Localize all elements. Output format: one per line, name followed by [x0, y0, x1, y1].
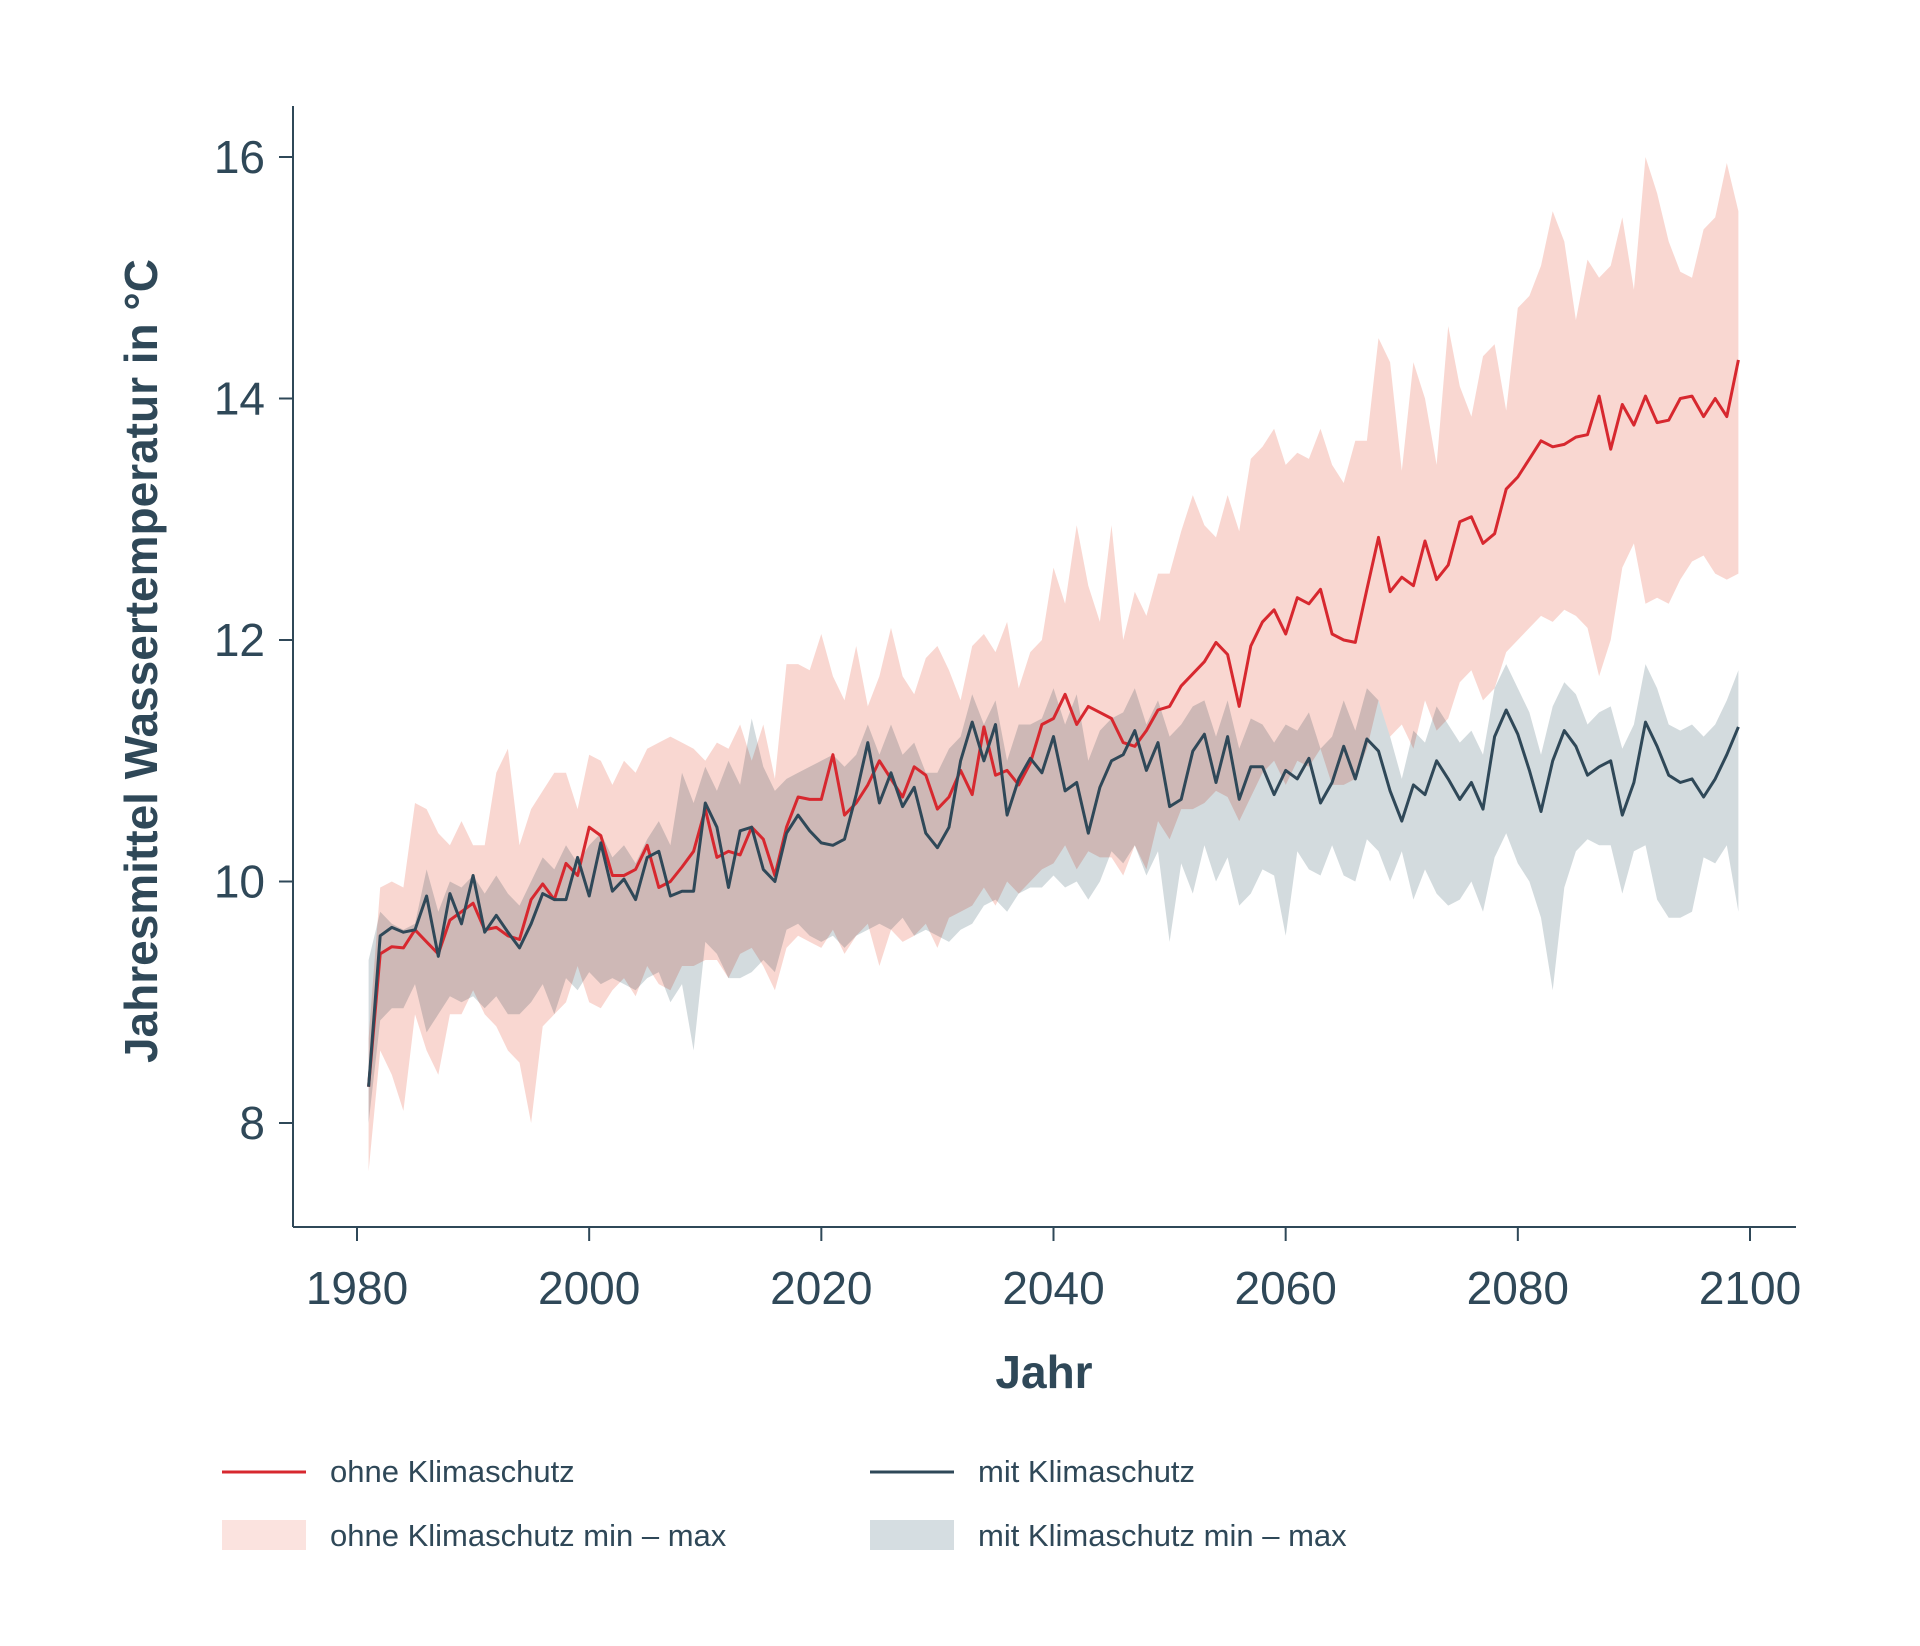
y-ticks: 8 10 12 14 16 — [214, 131, 293, 1149]
lines-layer — [367, 359, 1740, 1087]
y-tick-label-14: 14 — [214, 373, 265, 425]
x-tick-label-2040: 2040 — [1002, 1262, 1104, 1314]
legend-label-ohne-klimaschutz-band: ohne Klimaschutz min – max — [330, 1518, 727, 1553]
legend-swatch-mit-klimaschutz-band — [870, 1520, 954, 1550]
y-axis-title: Jahresmittel Wassertemperatur in °C — [115, 259, 167, 1063]
x-tick-label-2080: 2080 — [1467, 1262, 1569, 1314]
legend: ohne Klimaschutz mit Klimaschutz ohne Kl… — [222, 1454, 1347, 1553]
line-mit-klimaschutz — [367, 708, 1740, 1087]
x-tick-label-2020: 2020 — [770, 1262, 872, 1314]
y-tick-label-16: 16 — [214, 131, 265, 183]
legend-label-mit-klimaschutz: mit Klimaschutz — [978, 1454, 1195, 1489]
legend-label-mit-klimaschutz-band: mit Klimaschutz min – max — [978, 1518, 1347, 1553]
legend-swatch-ohne-klimaschutz-band — [222, 1520, 306, 1550]
band-ohne-klimaschutz — [368, 157, 1739, 1172]
x-axis-title: Jahr — [995, 1346, 1092, 1398]
y-tick-label-10: 10 — [214, 856, 265, 908]
line-ohne-klimaschutz — [367, 359, 1740, 1087]
bands-layer — [368, 157, 1739, 1172]
x-tick-label-2100: 2100 — [1699, 1262, 1801, 1314]
y-tick-label-8: 8 — [239, 1097, 265, 1149]
x-tick-label-1980: 1980 — [306, 1262, 408, 1314]
legend-label-ohne-klimaschutz: ohne Klimaschutz — [330, 1454, 575, 1489]
band-mit-klimaschutz — [368, 664, 1739, 1123]
x-tick-label-2060: 2060 — [1234, 1262, 1336, 1314]
x-tick-label-2000: 2000 — [538, 1262, 640, 1314]
y-tick-label-12: 12 — [214, 614, 265, 666]
x-ticks: 1980 2000 2020 2040 2060 2080 2100 — [306, 1227, 1801, 1314]
axes-layer — [292, 106, 1796, 1228]
